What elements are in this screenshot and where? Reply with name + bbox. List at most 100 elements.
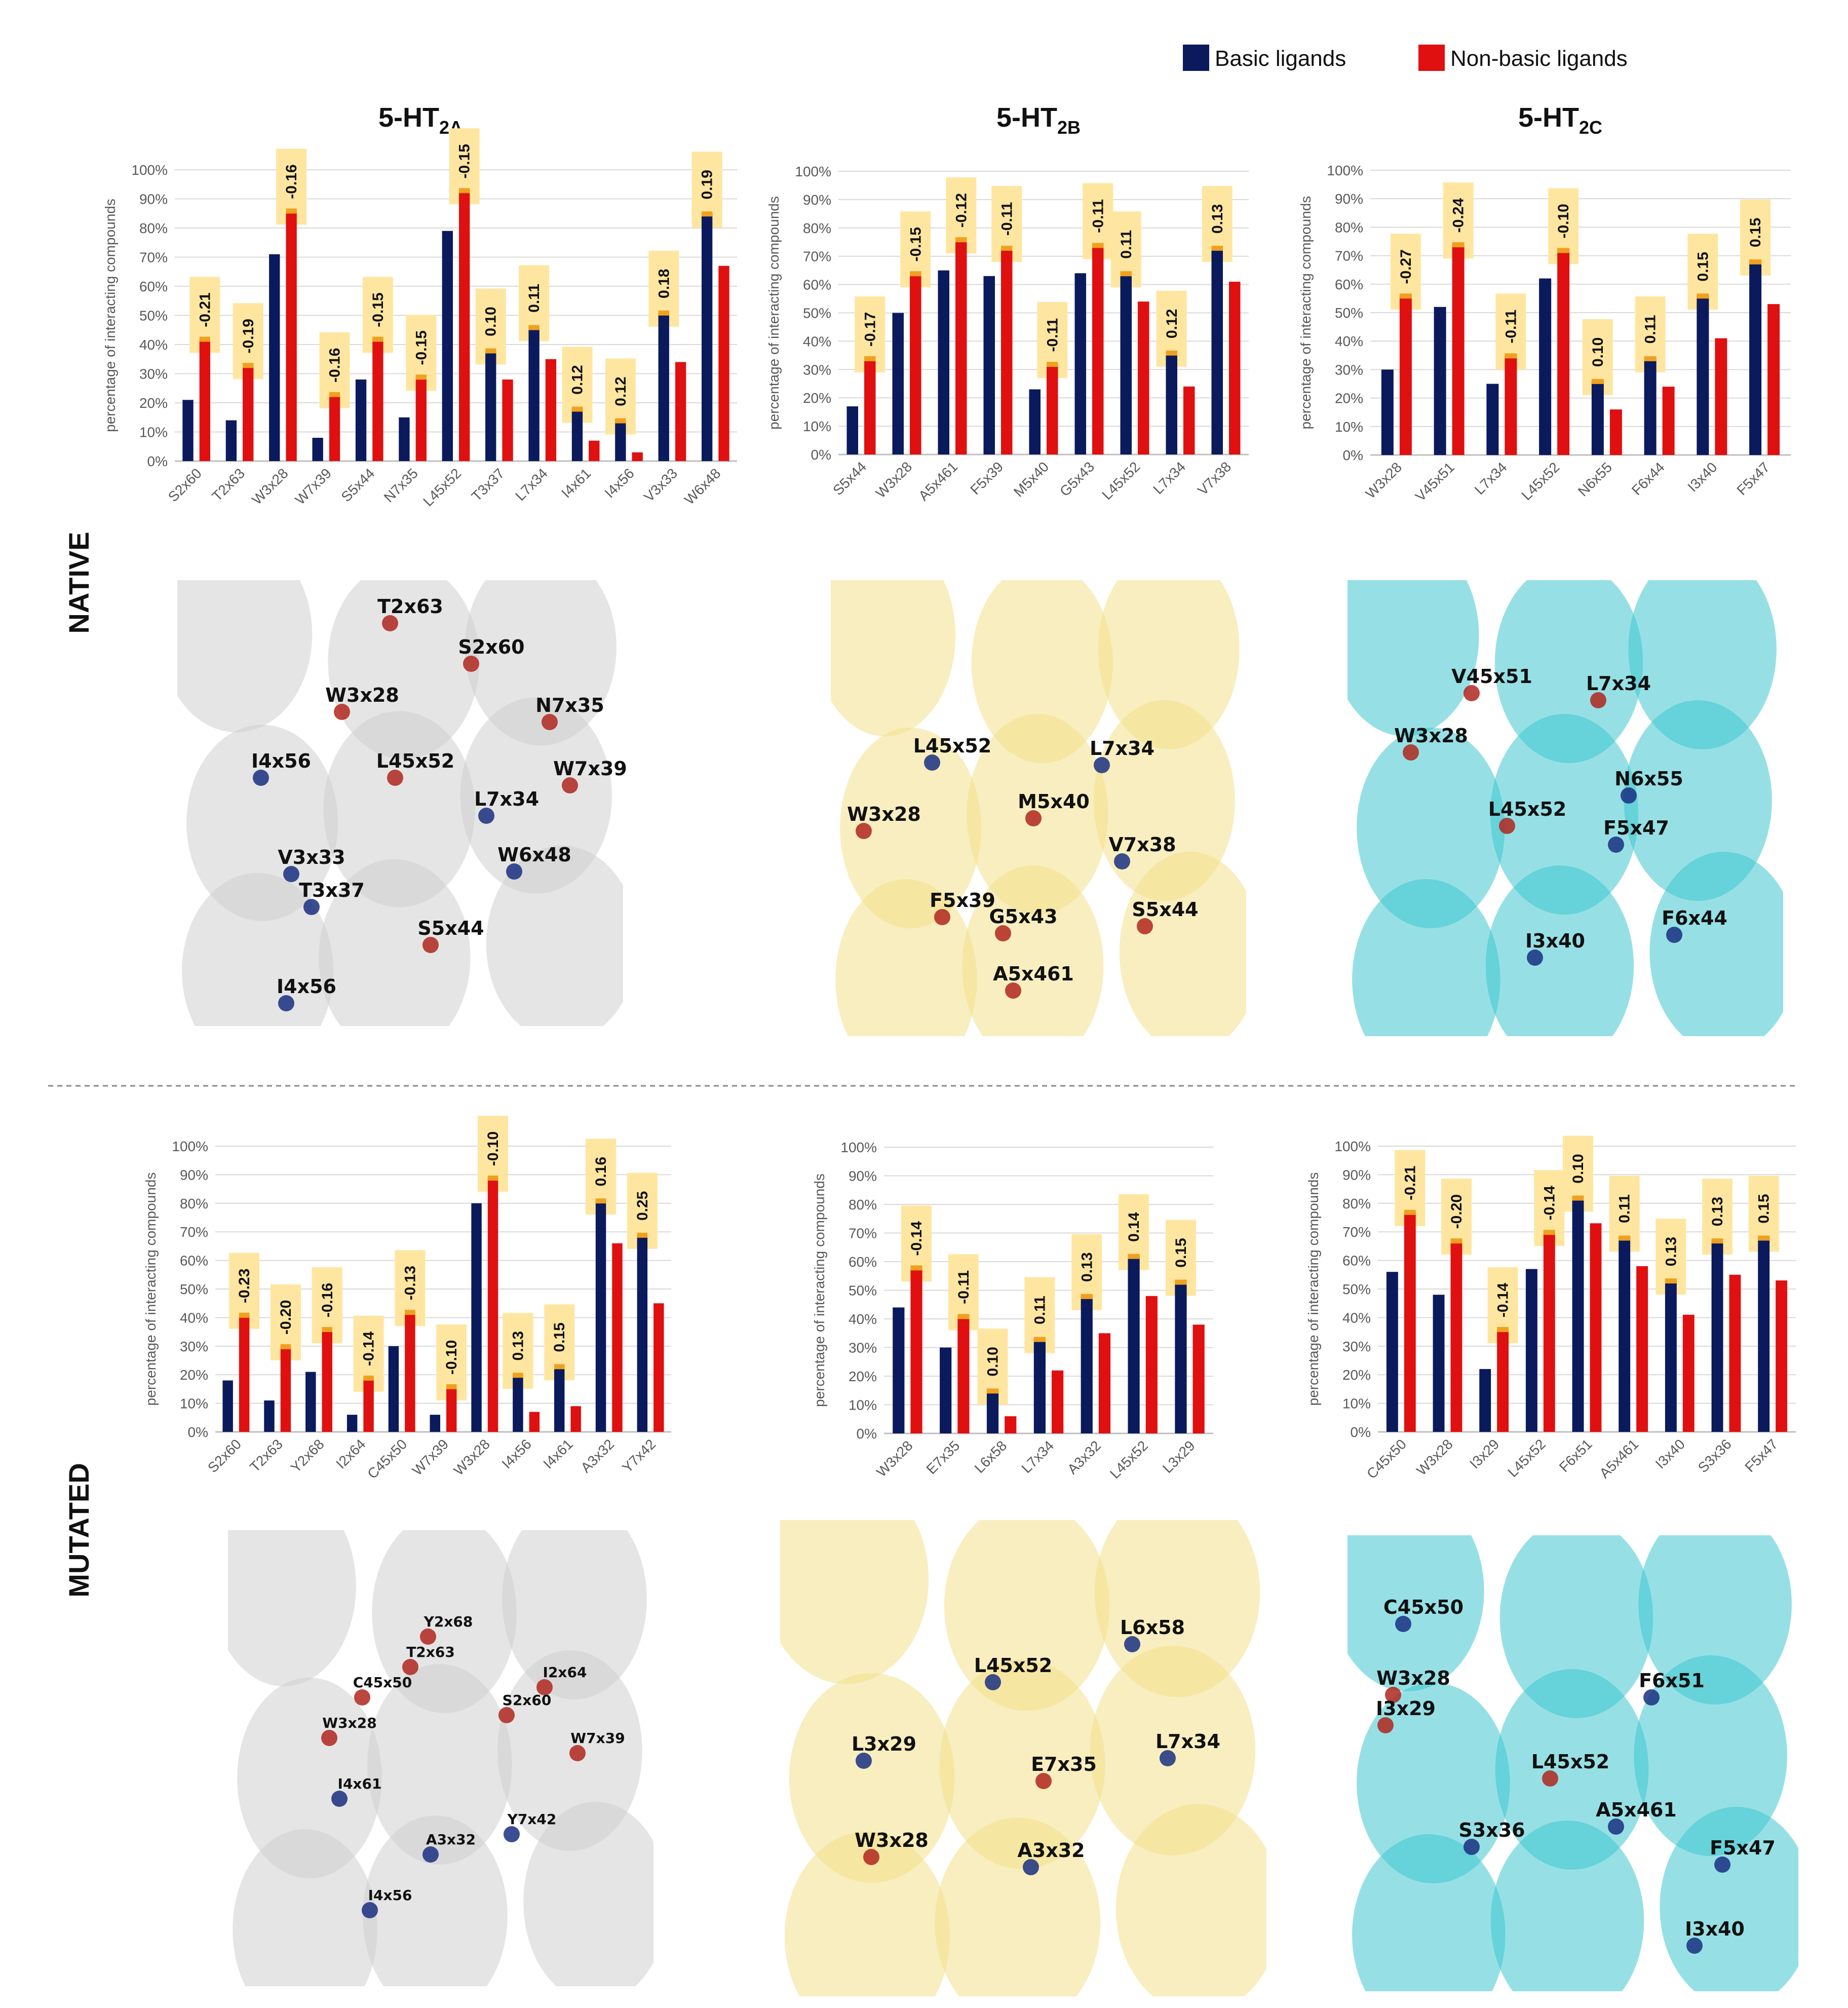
- helix-ribbon: [319, 859, 471, 1026]
- bar-cap: [1665, 1278, 1677, 1284]
- bar-nonbasic-Y7x42: [653, 1303, 664, 1432]
- bar-basic-L7x34: [1166, 352, 1177, 454]
- residue-sticks: [362, 1902, 378, 1918]
- residue-sticks: [382, 615, 398, 631]
- correlation-label: 0.13: [1663, 1237, 1679, 1266]
- bar-nonbasic-V45x51: [1452, 244, 1465, 455]
- bar-basic-W3x28: [269, 254, 280, 461]
- helix-ribbon: [1638, 1535, 1792, 1704]
- bar-cap: [1711, 1238, 1723, 1244]
- x-tick-label: I4x56: [601, 465, 637, 501]
- helix-ribbon: [1093, 700, 1235, 901]
- residue-sticks: [1395, 1616, 1411, 1632]
- legend-nonbasic-label: Non-basic ligands: [1450, 46, 1628, 71]
- y-tick-label: 10%: [1342, 1396, 1371, 1412]
- bar-cap: [363, 1375, 374, 1381]
- bar-basic-L45x52: [1128, 1256, 1140, 1433]
- bar-nonbasic-A3x32: [612, 1243, 623, 1432]
- bar-basic-S3x36: [1711, 1240, 1723, 1432]
- legend-basic-swatch: [1183, 45, 1209, 71]
- bar-cap: [637, 1232, 648, 1238]
- y-tick-label: 100%: [172, 1139, 208, 1154]
- y-tick-label: 30%: [1342, 1339, 1371, 1354]
- residue-sticks: [1377, 1717, 1394, 1733]
- correlation-label: -0.20: [1448, 1194, 1465, 1229]
- bar-nonbasic-W3x28: [910, 273, 921, 454]
- residue-label: T3x37: [299, 879, 365, 901]
- residue-label: S3x36: [1458, 1819, 1525, 1841]
- residue-label: A5x461: [1596, 1799, 1677, 1821]
- correlation-label: 0.15: [1173, 1238, 1189, 1267]
- bar-cap: [955, 237, 967, 243]
- bar-basic-F6x51: [1572, 1197, 1584, 1432]
- y-tick-label: 60%: [803, 277, 831, 293]
- row-label-mutated: MUTATED: [63, 1463, 95, 1597]
- bar-cap: [1081, 1294, 1093, 1299]
- bar-nonbasic-S2x60: [239, 1314, 250, 1432]
- y-tick-label: 30%: [849, 1340, 877, 1356]
- correlation-label: 0.10: [1590, 337, 1606, 367]
- correlation-label: 0.12: [1164, 309, 1180, 338]
- x-tick-label: C45x50: [1364, 1436, 1409, 1482]
- bar-cap: [1619, 1235, 1631, 1241]
- x-tick-label: I4x56: [499, 1436, 534, 1471]
- helix-ribbon: [1649, 852, 1783, 1036]
- x-tick-label: N7x35: [381, 465, 421, 505]
- residue-label: A3x32: [1017, 1839, 1085, 1862]
- bar-basic-A5x461: [938, 270, 949, 454]
- residue-sticks: [1025, 810, 1042, 826]
- bar-basic-N7x35: [399, 417, 410, 461]
- residue-sticks: [562, 777, 578, 793]
- bar-basic-L7x34: [528, 327, 540, 461]
- bar-cap: [372, 336, 383, 342]
- x-tick-label: L6x58: [972, 1437, 1010, 1476]
- helix-ribbon: [460, 697, 612, 894]
- x-tick-label: C45x50: [364, 1436, 410, 1482]
- bar-basic-I4x56: [615, 420, 626, 461]
- y-tick-label: 80%: [139, 220, 168, 236]
- x-tick-label: Y2x68: [288, 1436, 327, 1475]
- bar-nonbasic-L45x52: [459, 190, 470, 461]
- helix-ribbon: [1352, 879, 1500, 1036]
- correlation-label: -0.11: [1044, 318, 1061, 352]
- chart-panel-4: 0% 10% 20% 30% 40% 50% 60% 70% 80% 90% 100% percent…: [812, 1140, 1213, 1482]
- bar-basic-W7x39: [312, 438, 323, 461]
- residue-sticks: [498, 1707, 515, 1723]
- chart-panel-3: 0% 10% 20% 30% 40% 50% 60% 70% 80% 90% 100% percent…: [143, 1116, 671, 1482]
- bar-basic-Y7x42: [637, 1234, 648, 1432]
- residue-sticks: [331, 1791, 348, 1807]
- correlation-label: 0.14: [1126, 1212, 1142, 1242]
- bar-nonbasic-L7x34: [1505, 355, 1517, 455]
- residue-sticks: [504, 1826, 520, 1842]
- residue-sticks: [334, 704, 350, 720]
- bar-cap: [910, 1265, 922, 1271]
- y-tick-label: 60%: [1342, 1253, 1371, 1269]
- residue-label: L45x52: [913, 735, 992, 757]
- bar-cap: [199, 336, 211, 342]
- residue-sticks: [253, 770, 269, 786]
- y-tick-label: 50%: [1335, 305, 1363, 321]
- correlation-label: -0.15: [907, 227, 924, 261]
- x-tick-label: W3x28: [873, 459, 915, 501]
- y-tick-label: 50%: [139, 308, 168, 324]
- y-tick-label: 50%: [180, 1281, 208, 1297]
- correlation-label: -0.16: [319, 1283, 336, 1317]
- bar-basic-W3x28: [471, 1203, 482, 1432]
- x-tick-label: W3x28: [1413, 1436, 1456, 1479]
- y-tick-label: 30%: [180, 1339, 208, 1354]
- helix-ribbon: [233, 1829, 377, 1986]
- residue-label: G5x43: [989, 905, 1057, 928]
- legend-nonbasic-swatch: [1418, 45, 1445, 71]
- correlation-label: 0.12: [569, 365, 586, 394]
- bar-basic-T2x63: [225, 420, 237, 461]
- bar-cap: [459, 188, 470, 194]
- residue-label: V3x33: [278, 846, 345, 868]
- bar-basic-T2x63: [264, 1400, 275, 1432]
- bar-basic-I2x64: [346, 1415, 358, 1432]
- y-tick-label: 10%: [139, 425, 168, 440]
- y-tick-label: 50%: [803, 306, 831, 321]
- chart-panel-5: 0% 10% 20% 30% 40% 50% 60% 70% 80% 90% 100% percent…: [1305, 1135, 1796, 1482]
- helix-ribbon: [1352, 1834, 1506, 1991]
- residue-sticks: [856, 823, 872, 839]
- bar-nonbasic-I4x61: [589, 440, 600, 461]
